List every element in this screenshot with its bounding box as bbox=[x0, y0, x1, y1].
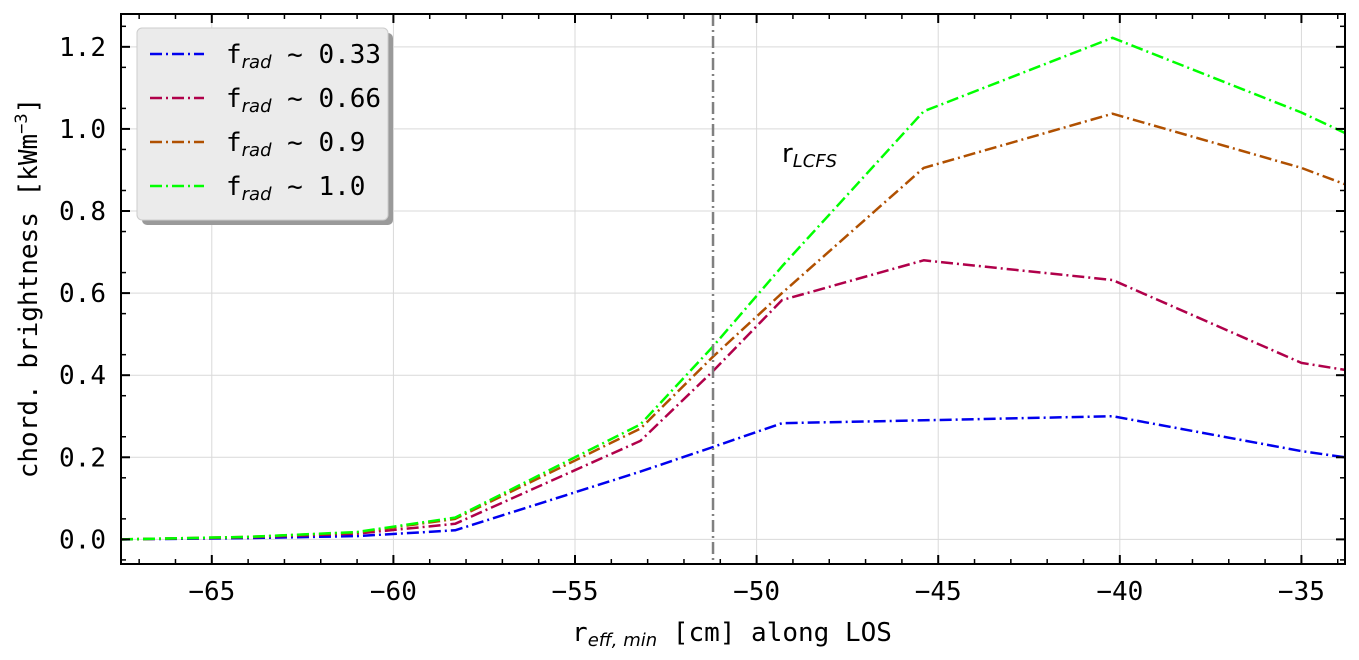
y-tick-label: 0.4 bbox=[59, 361, 106, 391]
legend-label: frad ~ 0.66 bbox=[226, 84, 381, 117]
lcfs-annotation: rLCFS bbox=[782, 139, 837, 172]
y-tick-label: 0.6 bbox=[59, 279, 106, 309]
x-tick-label: −60 bbox=[370, 577, 417, 607]
y-tick-label: 1.0 bbox=[59, 115, 106, 145]
x-tick-label: −65 bbox=[188, 577, 235, 607]
legend-label-sub: rad bbox=[242, 184, 272, 205]
x-tick-label: −35 bbox=[1278, 577, 1325, 607]
legend-label-rest: ~ 0.66 bbox=[272, 84, 382, 114]
legend-label-rest: ~ 1.0 bbox=[272, 172, 366, 202]
axis-ticks: −65 −60 −55 −50 −45 −40 −35 0.0 0.2 0.4 0.6 0.8 1.0 1… bbox=[59, 14, 1345, 607]
plot-frame bbox=[120, 13, 1346, 565]
y-axis-label-main: chord. brightness [kWm bbox=[14, 134, 44, 478]
legend-label: frad ~ 0.33 bbox=[226, 40, 381, 73]
y-axis-label: chord. brightness [kWm−3] bbox=[12, 98, 44, 479]
legend-label-rest: ~ 0.33 bbox=[272, 40, 382, 70]
legend-label: frad ~ 1.0 bbox=[226, 172, 365, 205]
x-axis-label: reff, min [cm] along LOS bbox=[572, 618, 892, 651]
x-axis-label-sub: eff, min bbox=[588, 630, 657, 651]
y-axis-label-sup: −3 bbox=[12, 113, 32, 133]
x-tick-label: −40 bbox=[1096, 577, 1143, 607]
legend-label-main: f bbox=[226, 172, 242, 202]
series-line-1 bbox=[120, 414, 1346, 541]
y-axis-label-end: ] bbox=[14, 98, 44, 114]
x-tick-label: −55 bbox=[552, 577, 599, 607]
x-axis-label-rest: [cm] along LOS bbox=[657, 618, 892, 648]
lcfs-annotation-main: r bbox=[782, 139, 793, 169]
y-tick-label: 0.8 bbox=[59, 197, 106, 227]
legend-label-sub: rad bbox=[242, 52, 272, 73]
legend-label: frad ~ 0.9 bbox=[226, 128, 365, 161]
x-tick-label: −50 bbox=[733, 577, 780, 607]
x-axis-label-main: r bbox=[572, 618, 588, 648]
legend-label-main: f bbox=[226, 40, 242, 70]
lcfs-annotation-sub: LCFS bbox=[793, 151, 837, 172]
legend-label-main: f bbox=[226, 84, 242, 114]
x-tick-label: −45 bbox=[915, 577, 962, 607]
y-tick-label: 1.2 bbox=[59, 33, 106, 63]
legend-label-main: f bbox=[226, 128, 242, 158]
y-tick-label: 0.0 bbox=[59, 525, 106, 555]
legend-label-sub: rad bbox=[242, 96, 272, 117]
legend-box bbox=[136, 27, 389, 221]
legend-label-sub: rad bbox=[242, 140, 272, 161]
y-tick-label: 0.2 bbox=[59, 443, 106, 473]
legend-label-rest: ~ 0.9 bbox=[272, 128, 366, 158]
